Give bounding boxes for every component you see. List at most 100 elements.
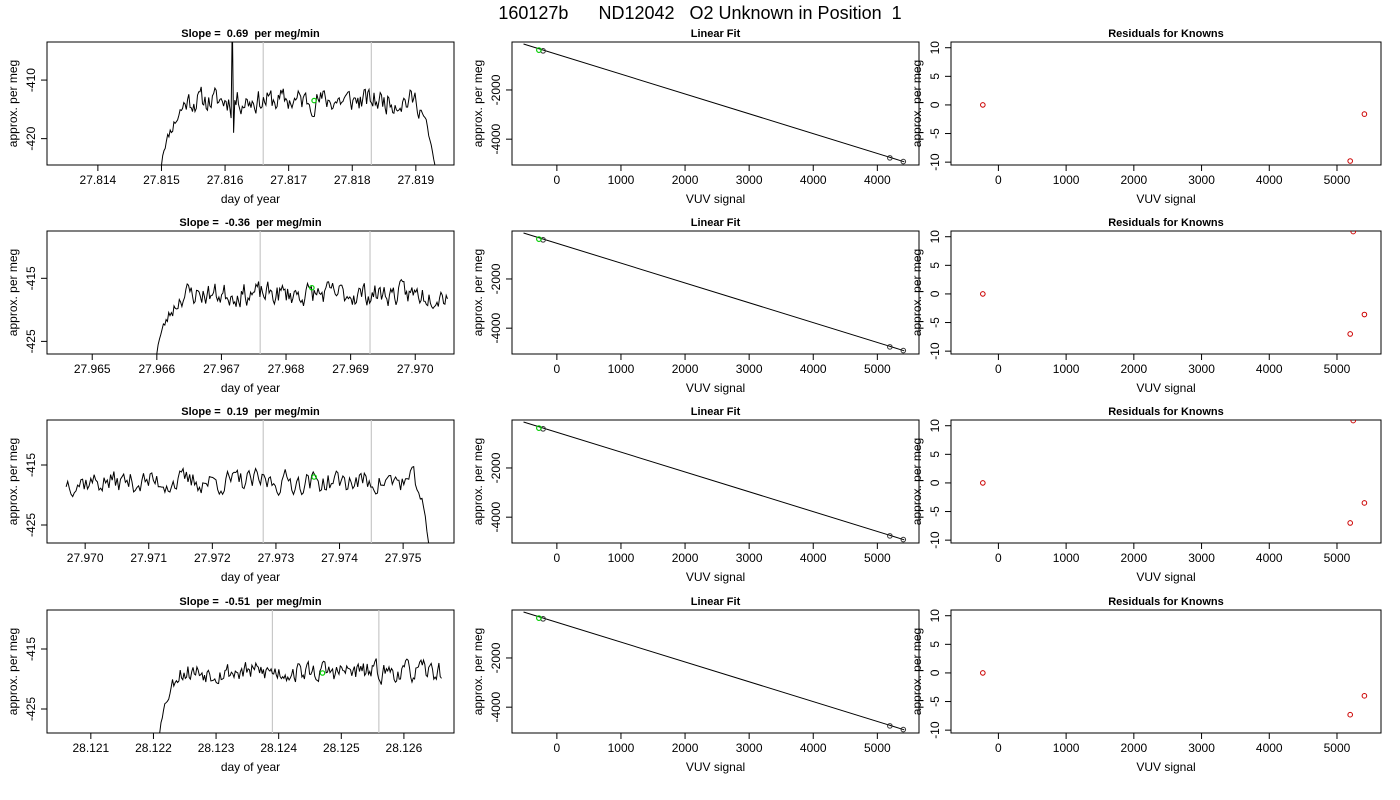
- x-tick-label: 27.818: [334, 173, 371, 187]
- x-tick-label: 1000: [1053, 741, 1080, 755]
- x-tick-label: 28.121: [72, 741, 109, 755]
- y-tick-label: -5: [928, 128, 942, 139]
- fit-line: [523, 232, 905, 352]
- y-tick-label: -10: [928, 721, 942, 739]
- x-tick-label: 0: [995, 741, 1002, 755]
- x-tick-label: 4000: [800, 551, 827, 565]
- x-tick-label: 4000: [800, 173, 827, 187]
- x-tick-label: 0: [995, 173, 1002, 187]
- panel-title: Residuals for Knowns: [1108, 217, 1224, 229]
- plot-frame: [950, 609, 1382, 734]
- y-tick-label: 10: [928, 609, 942, 623]
- residual-point: [1361, 500, 1368, 506]
- plot-area: [161, 42, 436, 165]
- x-tick-label: 27.975: [385, 551, 422, 565]
- panel-title: Slope = 0.19 per meg/min: [181, 406, 320, 418]
- y-tick-label: -415: [24, 266, 38, 290]
- unknown-marker: [536, 615, 542, 622]
- x-tick-label: 27.967: [203, 362, 240, 376]
- plot-area: [980, 420, 1368, 526]
- x-tick-label: 3000: [736, 741, 763, 755]
- plot-frame: [46, 419, 455, 544]
- linear-fit-panel-2: Linear Fit 0 1000 2000 3000 4000 5000 -4000 -200…: [471, 217, 920, 395]
- fit-line: [523, 43, 905, 163]
- x-tick-label: 27.966: [138, 362, 175, 376]
- residual-point: [1361, 311, 1368, 318]
- x-tick-label: 1000: [608, 551, 635, 565]
- plot-frame: [511, 230, 920, 355]
- y-tick-label: -5: [928, 317, 942, 328]
- y-tick-label: -2000: [489, 263, 503, 294]
- panel-title: Slope = -0.36 per meg/min: [179, 217, 321, 229]
- x-tick-label: 27.970: [67, 551, 104, 565]
- residual-point: [1347, 158, 1353, 164]
- panel-title: Slope = -0.51 per meg/min: [179, 596, 321, 608]
- y-tick-label: -425: [24, 329, 38, 353]
- x-tick-label: 28.126: [386, 741, 423, 755]
- x-axis-label: day of year: [221, 192, 280, 206]
- x-tick-label: 0: [554, 362, 561, 376]
- x-tick-label: 0: [995, 362, 1002, 376]
- y-tick-label: -415: [24, 453, 38, 477]
- x-tick-label: 27.969: [332, 362, 369, 376]
- y-axis-label: approx. per meg: [910, 438, 924, 525]
- residuals-panel-2: Residuals for Knowns 0 1000 2000 3000 4000 500…: [910, 217, 1382, 395]
- unknown-marker: [536, 236, 542, 243]
- y-tick-label: -5: [928, 506, 942, 517]
- mean-marker: [311, 474, 317, 480]
- residual-point: [1361, 111, 1368, 117]
- x-tick-label: 28.125: [323, 741, 360, 755]
- x-tick-label: 3000: [1188, 741, 1215, 755]
- plot-area: [159, 610, 442, 733]
- x-tick-label: 2000: [672, 551, 699, 565]
- plot-frame: [46, 230, 455, 355]
- y-tick-label: -4000: [489, 502, 503, 533]
- y-axis-label: approx. per meg: [6, 438, 20, 525]
- x-axis-label: VUV signal: [686, 570, 745, 584]
- y-tick-label: 5: [928, 641, 942, 648]
- x-axis-label: VUV signal: [1136, 192, 1195, 206]
- plot-area: [65, 420, 430, 543]
- panel-title: Linear Fit: [691, 217, 741, 229]
- data-point: [887, 723, 893, 729]
- x-tick-label: 3000: [1188, 362, 1215, 376]
- residuals-panel-3: Residuals for Knowns 0 1000 2000 3000 4000 500…: [910, 406, 1382, 584]
- x-tick-label: 1000: [608, 362, 635, 376]
- x-tick-label: 5000: [864, 741, 891, 755]
- x-tick-label: 5000: [864, 362, 891, 376]
- series-line: [65, 465, 430, 543]
- y-tick-label: 0: [928, 290, 942, 297]
- y-tick-label: -10: [928, 531, 942, 549]
- panel-title: Linear Fit: [691, 28, 741, 40]
- linear-fit-panel-3: Linear Fit 0 1000 2000 3000 4000 5000 -4000 -200…: [471, 406, 920, 584]
- y-tick-label: 0: [928, 479, 942, 486]
- y-axis-label: approx. per meg: [471, 249, 485, 336]
- y-tick-label: -415: [24, 637, 38, 661]
- plot-area: [523, 611, 907, 733]
- x-tick-label: 4000: [1256, 362, 1283, 376]
- data-point: [900, 158, 907, 165]
- residual-point: [980, 670, 986, 676]
- y-tick-label: -4000: [489, 313, 503, 344]
- x-axis-label: day of year: [221, 381, 280, 395]
- plot-frame: [46, 609, 455, 734]
- series-line: [161, 42, 436, 165]
- x-tick-label: 1000: [1053, 551, 1080, 565]
- x-axis-label: VUV signal: [1136, 570, 1195, 584]
- x-tick-label: 28.124: [260, 741, 297, 755]
- y-axis-label: approx. per meg: [6, 60, 20, 147]
- plot-area: [523, 232, 907, 354]
- series-line: [156, 278, 448, 354]
- x-tick-label: 27.970: [397, 362, 434, 376]
- x-tick-label: 27.816: [207, 173, 244, 187]
- plot-frame: [950, 230, 1382, 355]
- panel-title: Linear Fit: [691, 596, 741, 608]
- time-series-panel-1: Slope = 0.69 per meg/min 27.814 27.815 27.8…: [6, 28, 455, 206]
- y-axis-label: approx. per meg: [910, 249, 924, 336]
- x-tick-label: 4000: [800, 741, 827, 755]
- panel-title: Residuals for Knowns: [1108, 596, 1224, 608]
- series-line: [159, 658, 442, 733]
- x-axis-label: day of year: [221, 760, 280, 774]
- y-tick-label: -420: [24, 126, 38, 150]
